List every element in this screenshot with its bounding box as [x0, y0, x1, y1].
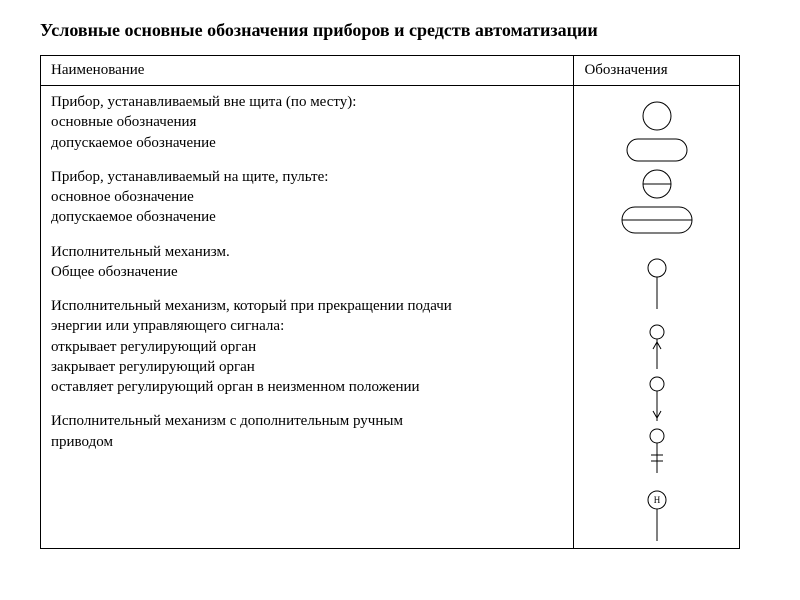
desc-line: открывает регулирующий орган — [51, 337, 563, 357]
desc-block: Исполнительный механизм с дополнительным… — [51, 411, 563, 452]
desc-line: допускаемое обозначение — [51, 133, 563, 153]
desc-line: приводом — [51, 432, 563, 452]
desc-line: допускаемое обозначение — [51, 207, 563, 227]
desc-line: основное обозначение — [51, 187, 563, 207]
desc-block: Прибор, устанавливаемый на щите, пульте:… — [51, 167, 563, 228]
symbols-table: Наименование Обозначения Прибор, устанав… — [40, 55, 740, 549]
desc-block: Прибор, устанавливаемый вне щита (по мес… — [51, 92, 563, 153]
description-cell: Прибор, устанавливаемый вне щита (по мес… — [41, 86, 574, 549]
desc-block: Исполнительный механизм. Общее обозначен… — [51, 242, 563, 283]
symbol-cell: H — [574, 86, 740, 549]
desc-line: Общее обозначение — [51, 262, 563, 282]
desc-line: основные обозначения — [51, 112, 563, 132]
desc-heading: Исполнительный механизм, который при пре… — [51, 296, 563, 316]
header-symbol: Обозначения — [574, 56, 740, 86]
svg-text:H: H — [653, 495, 660, 505]
desc-line: оставляет регулирующий орган в неизменно… — [51, 377, 563, 397]
header-name: Наименование — [41, 56, 574, 86]
desc-heading: Прибор, устанавливаемый на щите, пульте: — [51, 167, 563, 187]
desc-heading: Прибор, устанавливаемый вне щита (по мес… — [51, 92, 563, 112]
desc-line: закрывает регулирующий орган — [51, 357, 563, 377]
desc-line: энергии или управляющего сигнала: — [51, 316, 563, 336]
page-title: Условные основные обозначения приборов и… — [40, 20, 760, 41]
desc-heading: Исполнительный механизм с дополнительным… — [51, 411, 563, 431]
desc-block: Исполнительный механизм, который при пре… — [51, 296, 563, 397]
symbols-svg: H — [587, 92, 727, 542]
desc-heading: Исполнительный механизм. — [51, 242, 563, 262]
